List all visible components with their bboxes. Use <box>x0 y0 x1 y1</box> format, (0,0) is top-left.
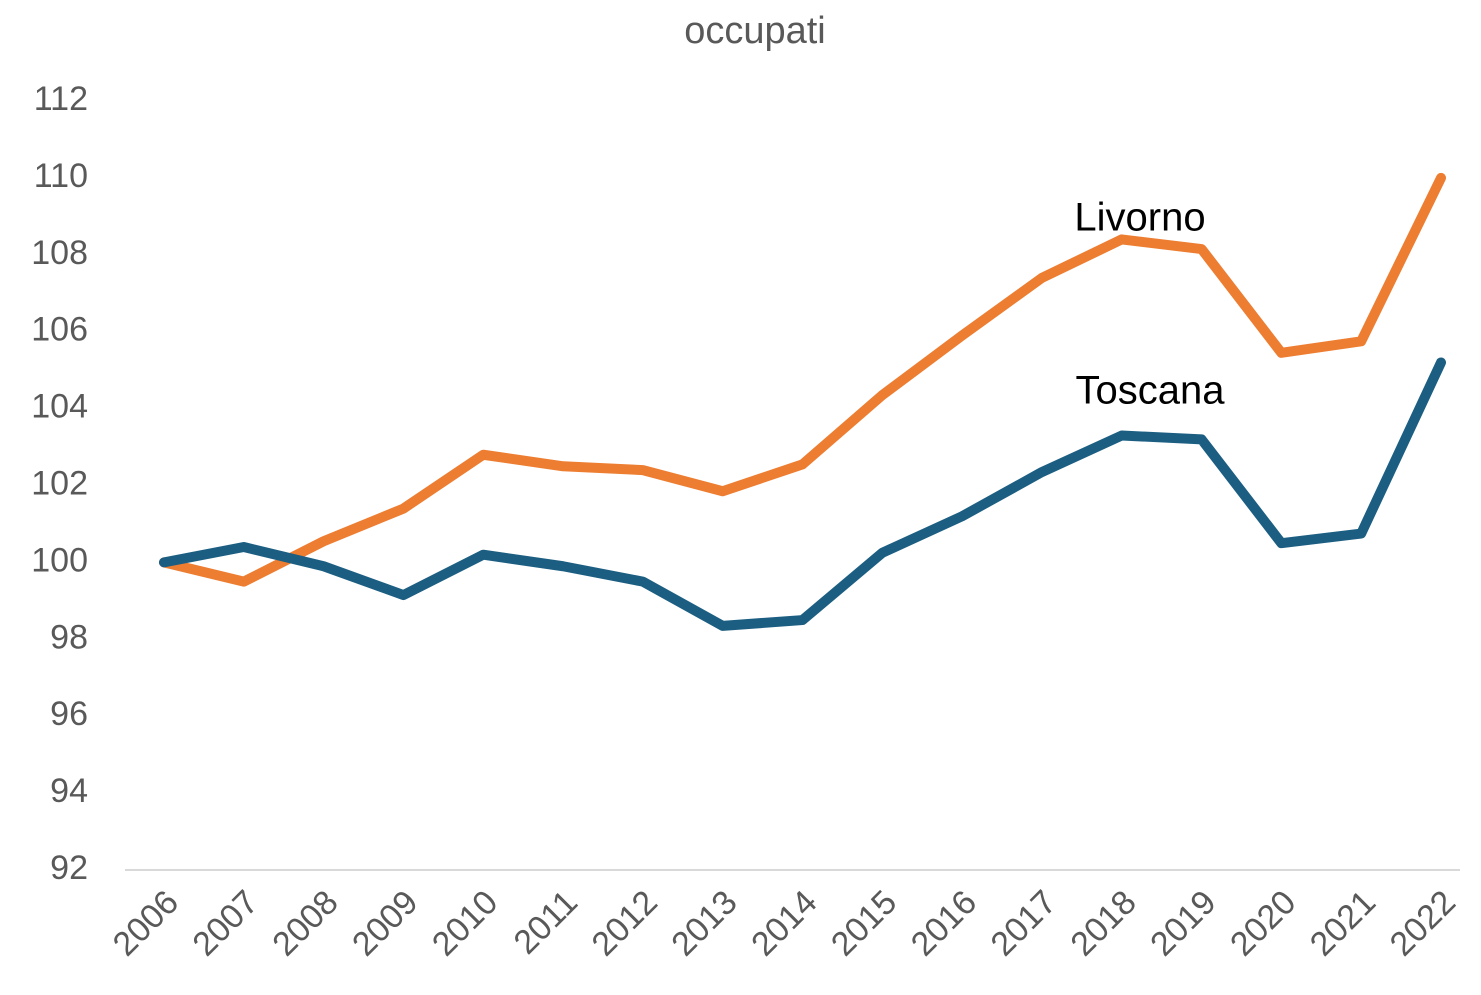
series-label: Toscana <box>1076 369 1226 413</box>
x-tick-label: 2011 <box>506 883 585 962</box>
x-tick-label: 2017 <box>984 883 1064 963</box>
chart-title: occupati <box>684 10 826 52</box>
y-tick-label: 98 <box>50 618 88 656</box>
y-tick-label: 96 <box>50 695 88 733</box>
x-tick-label: 2016 <box>904 883 984 963</box>
x-tick-label: 2020 <box>1223 883 1303 963</box>
y-tick-label: 94 <box>50 772 88 810</box>
x-tick-label: 2019 <box>1143 883 1223 963</box>
series-label: Livorno <box>1074 196 1205 240</box>
y-tick-label: 110 <box>34 157 88 195</box>
x-tick-label: 2010 <box>425 883 505 963</box>
x-tick-label: 2006 <box>106 883 186 963</box>
x-tick-label: 2013 <box>664 883 744 963</box>
x-tick-label: 2021 <box>1303 883 1383 963</box>
y-tick-label: 92 <box>50 849 88 887</box>
x-tick-label: 2015 <box>824 883 904 963</box>
x-tick-label: 2007 <box>185 883 265 963</box>
x-tick-label: 2014 <box>744 883 824 963</box>
line <box>159 172 1446 587</box>
y-tick-label: 102 <box>31 464 88 502</box>
x-tick-label: 2012 <box>585 883 665 963</box>
x-tick-label: 2018 <box>1063 883 1143 963</box>
y-tick-label: 100 <box>31 541 88 579</box>
line <box>159 357 1446 631</box>
x-tick-label: 2022 <box>1383 883 1463 963</box>
y-tick-label: 104 <box>31 388 88 426</box>
x-tick-label: 2009 <box>345 883 425 963</box>
y-tick-label: 112 <box>34 80 88 118</box>
x-tick-label: 2008 <box>265 883 345 963</box>
y-tick-label: 106 <box>31 311 88 349</box>
y-tick-label: 108 <box>31 234 88 272</box>
